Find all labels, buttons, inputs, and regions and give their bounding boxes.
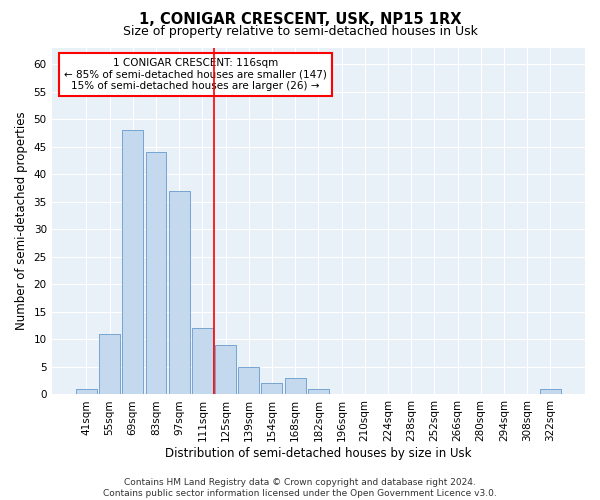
Bar (146, 152, 166, 394)
Text: 1, CONIGAR CRESCENT, USK, NP15 1RX: 1, CONIGAR CRESCENT, USK, NP15 1RX (139, 12, 461, 28)
Text: 1 CONIGAR CRESCENT: 116sqm
← 85% of semi-detached houses are smaller (147)
15% o: 1 CONIGAR CRESCENT: 116sqm ← 85% of semi… (64, 58, 327, 91)
Bar (215, 345, 236, 395)
Text: Contains HM Land Registry data © Crown copyright and database right 2024.
Contai: Contains HM Land Registry data © Crown c… (103, 478, 497, 498)
Bar (284, 378, 305, 394)
Bar (122, 130, 143, 394)
Bar (76, 389, 97, 394)
Bar (262, 384, 283, 394)
Bar (540, 389, 561, 394)
Bar (308, 389, 329, 394)
X-axis label: Distribution of semi-detached houses by size in Usk: Distribution of semi-detached houses by … (165, 447, 472, 460)
Bar (192, 328, 213, 394)
Bar (169, 190, 190, 394)
Text: Size of property relative to semi-detached houses in Usk: Size of property relative to semi-detach… (122, 25, 478, 38)
Bar (99, 334, 120, 394)
Bar (238, 367, 259, 394)
Y-axis label: Number of semi-detached properties: Number of semi-detached properties (15, 112, 28, 330)
